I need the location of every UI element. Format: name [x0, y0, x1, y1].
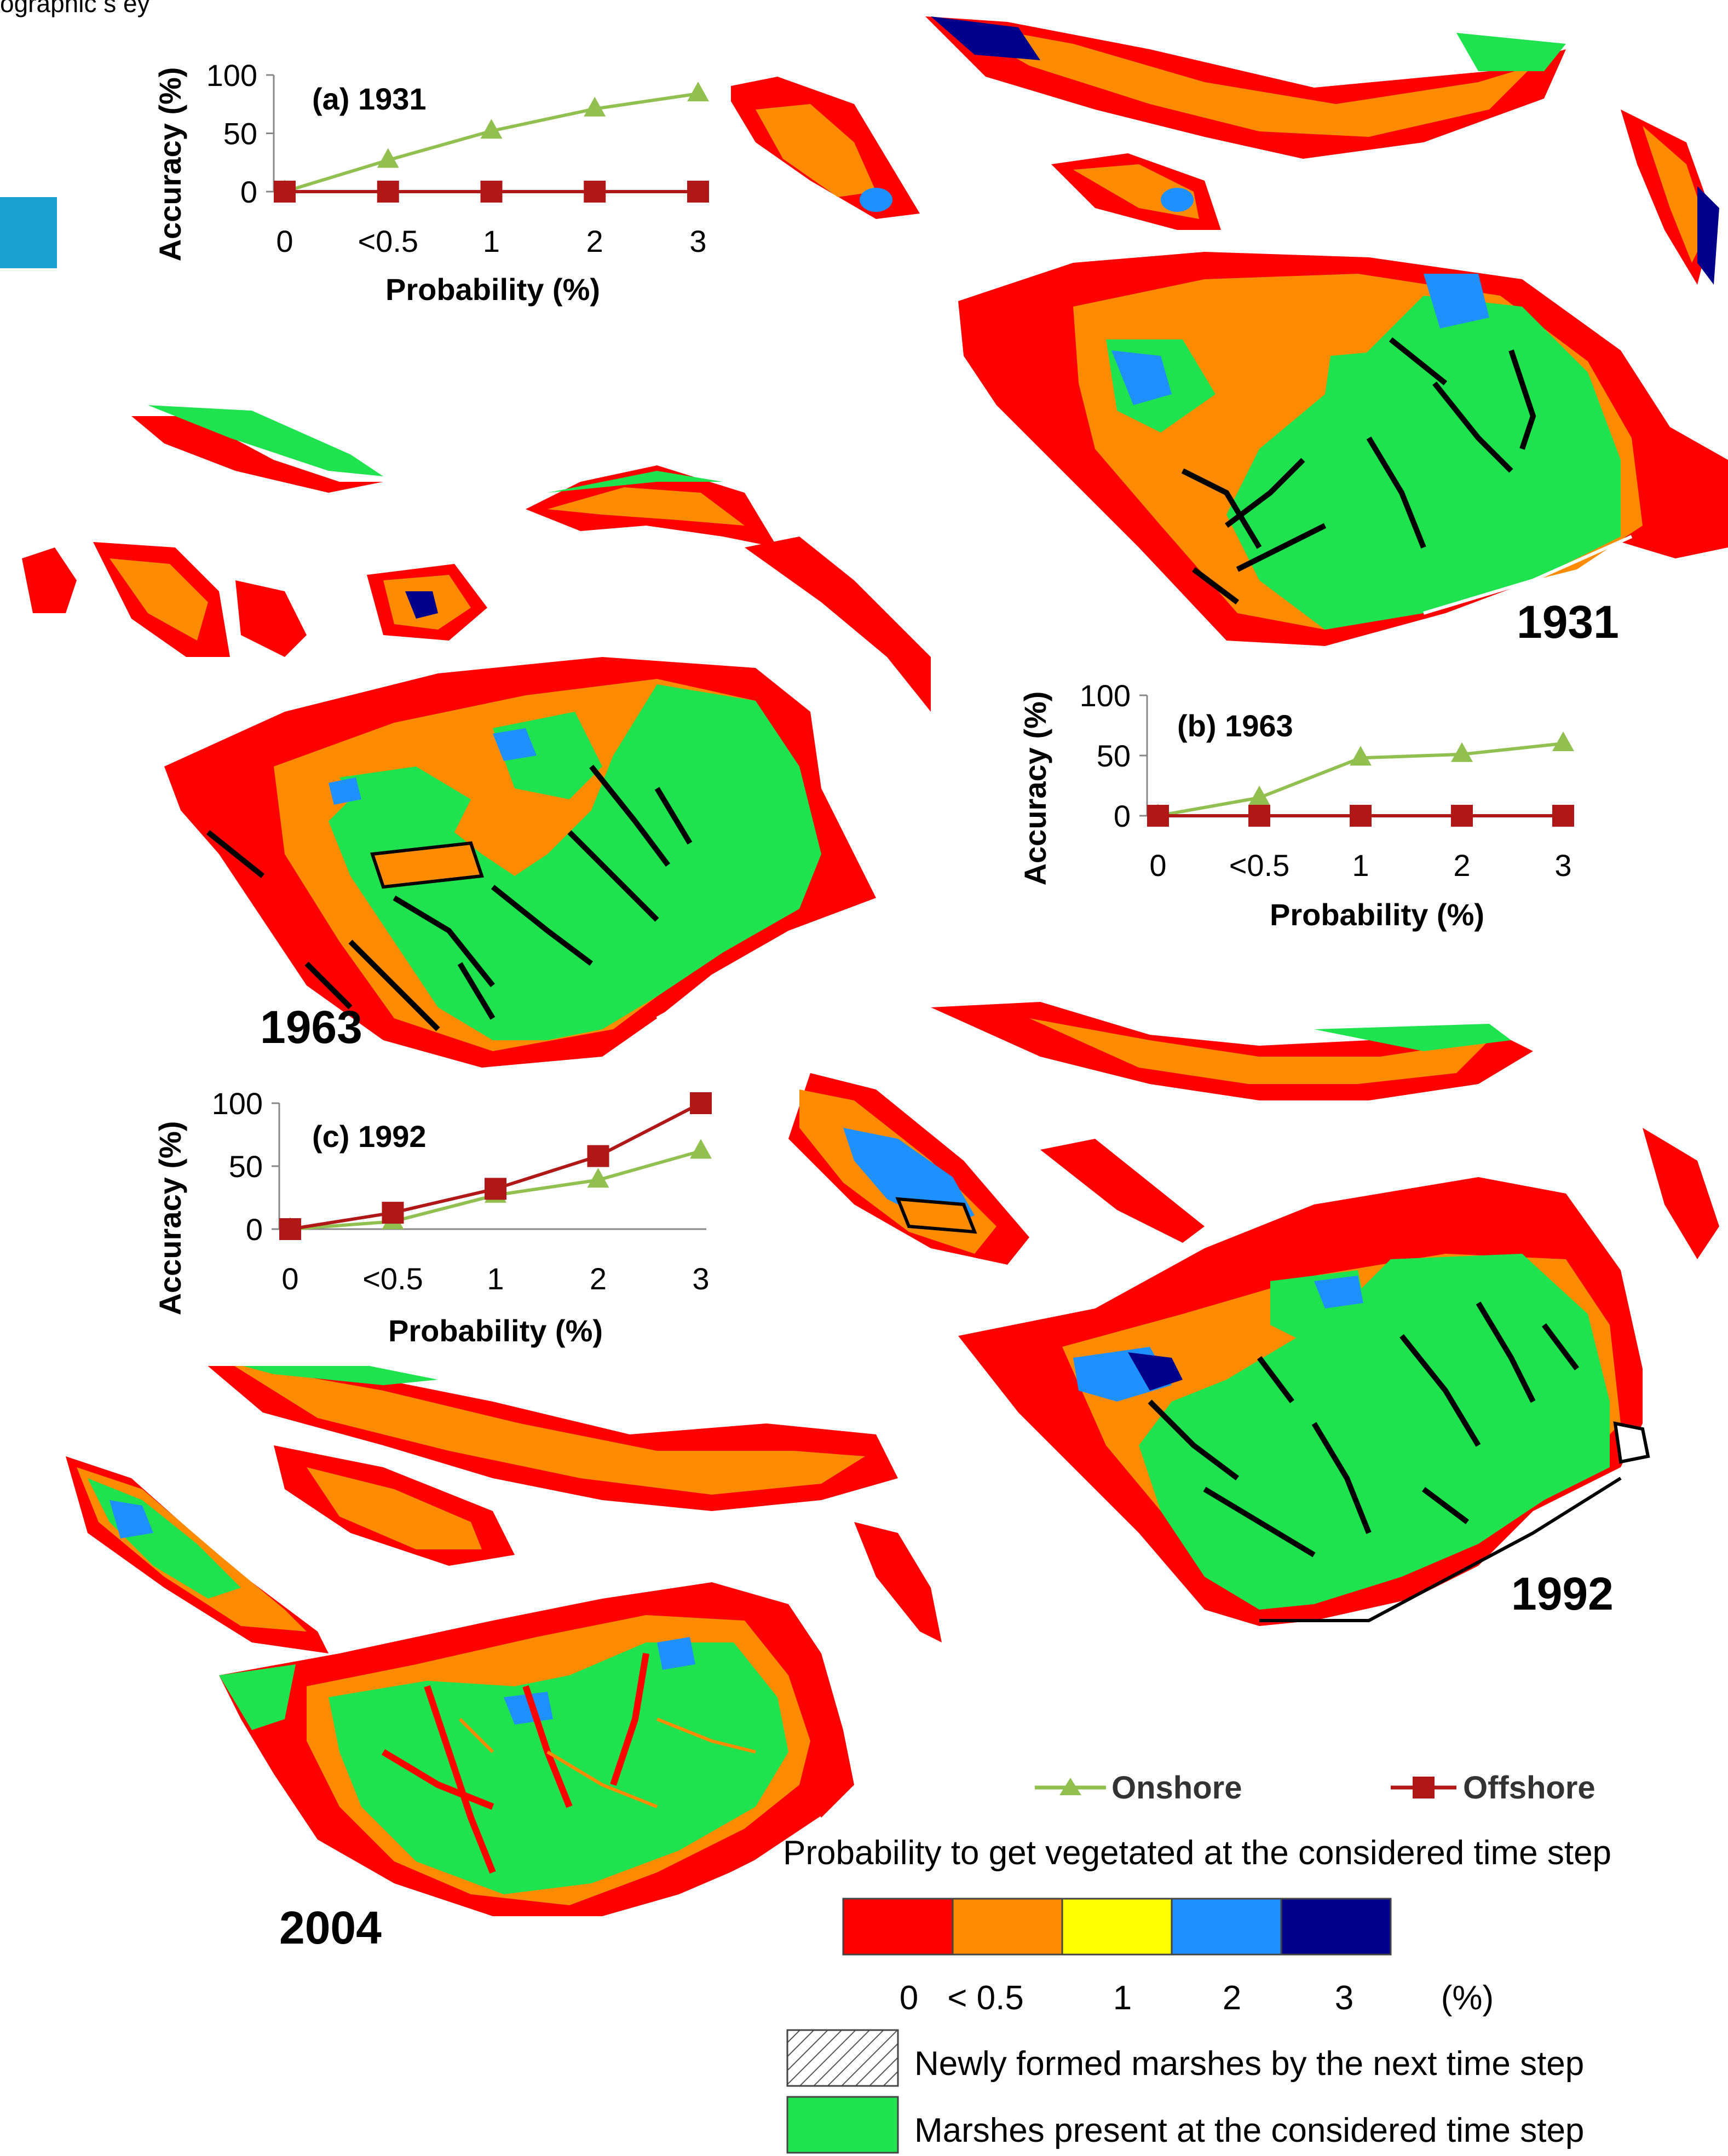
chart-b-onshore-point — [1552, 731, 1574, 751]
chart-a-offshore-point — [274, 181, 296, 203]
chart-b-ylabel: Accuracy (%) — [1018, 691, 1052, 886]
accuracy-chart-1963: Accuracy (%) Probability (%) (b) 1963 0 5… — [1002, 668, 1588, 953]
chart-b-xtick-label: 2 — [1453, 848, 1470, 883]
chart-a-onshore-point — [687, 82, 709, 102]
chart-c-xlabel: Probability (%) — [388, 1313, 603, 1348]
scale-swatch-0 — [842, 1898, 954, 1956]
legend-offshore-label: Offshore — [1463, 1770, 1595, 1806]
present-marsh-label: Marshes present at the considered time s… — [914, 2112, 1584, 2149]
chart-c-offshore-point — [279, 1218, 301, 1240]
chart-a-xtick-label: 1 — [483, 224, 500, 258]
accuracy-chart-1992: Accuracy (%) Probability (%) (c) 1992 0 5… — [145, 1081, 731, 1366]
chart-b-xtick-label: 0 — [1149, 848, 1166, 883]
series-legend: Onshore Offshore — [1035, 1770, 1595, 1806]
chart-b-offshore-point — [1451, 805, 1473, 827]
chart-a-panel-label: (a) 1931 — [312, 82, 427, 116]
chart-c-onshore-point — [587, 1168, 609, 1188]
chart-b-ytick-label: 50 — [1097, 739, 1131, 773]
chart-c-xtick-label: 1 — [487, 1261, 504, 1296]
scale-swatch-lt05 — [952, 1898, 1063, 1956]
chart-b-offshore-point — [1350, 805, 1372, 827]
offshore-legend-marker — [1413, 1777, 1435, 1798]
present-marsh-legend: Marshes present at the considered time s… — [786, 2096, 1584, 2154]
chart-a-offshore-point — [480, 181, 503, 203]
scale-unit-label: (%) — [1441, 1979, 1494, 2017]
probability-scale-title: Probability to get vegetated at the cons… — [783, 1834, 1611, 1872]
legend-onshore-label: Onshore — [1111, 1770, 1242, 1806]
accuracy-chart-1931: Accuracy (%) Probability (%) (a) 1931 0 5… — [145, 22, 731, 307]
scale-label-lt05: < 0.5 — [947, 1979, 1024, 2017]
chart-c-offshore-point — [690, 1092, 712, 1114]
scale-label-0: 0 — [900, 1979, 918, 2017]
chart-a-onshore-point — [377, 148, 399, 168]
marsh-map-2004 — [66, 1352, 942, 1916]
chart-a-ytick-label: 100 — [206, 58, 257, 93]
chart-b-xtick-label: 1 — [1352, 848, 1369, 883]
onshore-legend-marker — [1059, 1778, 1081, 1795]
chart-a-offshore-point — [687, 181, 709, 203]
scale-swatch-3 — [1280, 1898, 1392, 1956]
chart-c-xtick-label: <0.5 — [362, 1261, 423, 1296]
newly-formed-label: Newly formed marshes by the next time st… — [914, 2045, 1584, 2083]
chart-c-ytick-label: 0 — [246, 1212, 263, 1247]
chart-c-xtick-label: 2 — [590, 1261, 607, 1296]
chart-c-offshore-point — [382, 1202, 404, 1224]
chart-c-panel-label: (c) 1992 — [312, 1119, 427, 1154]
scale-label-1: 1 — [1113, 1979, 1132, 2017]
probability-color-scale: 0 < 0.5 1 2 3 (%) — [842, 1898, 1494, 2017]
marsh-map-1992 — [788, 1002, 1719, 1626]
scale-swatch-2 — [1171, 1898, 1282, 1956]
chart-a-xtick-label: 3 — [689, 224, 706, 258]
chart-b-onshore-point — [1451, 742, 1473, 762]
chart-b-onshore-point — [1248, 786, 1270, 805]
chart-b-xtick-label: <0.5 — [1229, 848, 1290, 883]
chart-c-offshore-point — [485, 1178, 506, 1200]
chart-b-offshore-point — [1248, 805, 1270, 827]
chart-a-ytick-label: 50 — [223, 117, 257, 151]
chart-c-ytick-label: 100 — [212, 1086, 263, 1121]
chart-b-offshore-point — [1552, 805, 1574, 827]
chart-c-xtick-label: 0 — [281, 1261, 298, 1296]
chart-c-ytick-label: 50 — [229, 1149, 263, 1184]
chart-a-xlabel: Probability (%) — [385, 272, 600, 307]
chart-b-onshore-point — [1350, 746, 1372, 766]
chart-b-xlabel: Probability (%) — [1270, 897, 1484, 932]
chart-a-onshore-point — [480, 119, 503, 139]
chart-a-ytick-label: 0 — [240, 175, 257, 209]
marsh-map-1931 — [723, 16, 1728, 646]
map-year-2004: 2004 — [279, 1902, 382, 1953]
scale-swatch-1 — [1061, 1898, 1173, 1956]
green-swatch — [786, 2096, 899, 2154]
chart-a-xtick-label: 0 — [276, 224, 293, 258]
chart-c-offshore-point — [587, 1145, 609, 1167]
chart-a-ylabel: Accuracy (%) — [153, 67, 187, 262]
chart-a-offshore-point — [377, 181, 399, 203]
map-year-1931: 1931 — [1517, 596, 1619, 648]
chart-a-xtick-label: 2 — [586, 224, 603, 258]
marsh-map-1963 — [22, 405, 931, 1068]
header-fragment: ographic s ey — [0, 0, 150, 18]
side-accent-tab — [0, 197, 57, 268]
chart-c-xtick-label: 3 — [692, 1261, 709, 1296]
scale-label-3: 3 — [1335, 1979, 1353, 2017]
chart-b-offshore-point — [1147, 805, 1169, 827]
map-year-1992: 1992 — [1511, 1568, 1614, 1619]
chart-a-xtick-label: <0.5 — [358, 224, 418, 258]
chart-a-onshore-point — [584, 96, 606, 117]
chart-b-panel-label: (b) 1963 — [1177, 708, 1293, 743]
hatch-swatch — [786, 2029, 899, 2087]
chart-b-ytick-label: 0 — [1114, 799, 1131, 833]
chart-c-ylabel: Accuracy (%) — [153, 1121, 187, 1316]
chart-c-onshore-point — [690, 1139, 712, 1159]
map-year-1963: 1963 — [260, 1001, 362, 1053]
chart-b-ytick-label: 100 — [1080, 678, 1131, 713]
chart-b-xtick-label: 3 — [1554, 848, 1571, 883]
scale-label-2: 2 — [1223, 1979, 1241, 2017]
chart-a-offshore-point — [584, 181, 606, 203]
newly-formed-legend: Newly formed marshes by the next time st… — [786, 2029, 1584, 2087]
